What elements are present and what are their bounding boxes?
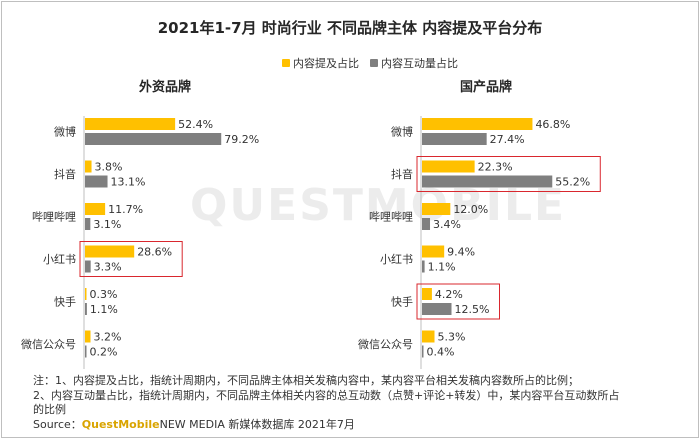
- foreign-value-label-douyin-mention: 3.8%: [95, 161, 123, 174]
- foreign-bar-wechat-interaction: [85, 345, 87, 358]
- foreign-category-label-douyin: 抖音: [54, 167, 76, 181]
- legend-swatch-interaction: [370, 59, 378, 67]
- domestic-value-label-weibo-interaction: 27.4%: [490, 133, 525, 146]
- foreign-category-label-bilibili: 哔哩哔哩: [32, 211, 76, 224]
- domestic-highlight-box-douyin: [416, 156, 601, 192]
- foreign-bar-xiaohongshu-interaction: [85, 260, 91, 273]
- domestic-category-label-weibo: 微博: [391, 125, 413, 139]
- domestic-value-label-douyin-interaction: 55.2%: [555, 176, 590, 189]
- foreign-bar-douyin-interaction: [85, 175, 108, 188]
- domestic-value-label-douyin-mention: 22.3%: [478, 161, 513, 174]
- foreign-value-label-bilibili-mention: 11.7%: [108, 203, 143, 216]
- legend-label-mention: 内容提及占比: [293, 56, 359, 70]
- foreign-bar-xiaohongshu-mention: [85, 245, 135, 258]
- foreign-category-label-weibo: 微博: [54, 125, 76, 139]
- foreign-value-label-kuaishou-interaction: 1.1%: [90, 303, 118, 316]
- foreign-value-label-weibo-interaction: 79.2%: [224, 133, 259, 146]
- foreign-value-label-kuaishou-mention: 0.3%: [90, 288, 118, 301]
- domestic-bar-weibo-interaction: [422, 133, 487, 145]
- domestic-bar-wechat-mention: [422, 330, 435, 343]
- domestic-bar-kuaishou-interaction: [422, 303, 452, 315]
- domestic-value-label-weibo-mention: 46.8%: [535, 118, 570, 131]
- domestic-highlight-box-kuaishou: [416, 283, 500, 320]
- foreign-bar-kuaishou-mention: [85, 288, 87, 300]
- foreign-category-label-wechat: 微信公众号: [21, 337, 76, 351]
- foreign-bar-douyin-mention: [85, 160, 92, 173]
- domestic-value-label-kuaishou-mention: 4.2%: [435, 288, 463, 301]
- source-brand: QuestMobile: [82, 418, 160, 431]
- domestic-bar-weibo-mention: [422, 118, 533, 130]
- domestic-bar-douyin-mention: [422, 160, 475, 173]
- foreign-value-label-wechat-mention: 3.2%: [94, 331, 122, 344]
- domestic-category-label-wechat: 微信公众号: [358, 337, 413, 351]
- foreign-value-label-xiaohongshu-mention: 28.6%: [137, 246, 172, 259]
- foreign-bar-weibo-interaction: [85, 133, 222, 145]
- foreign-value-label-xiaohongshu-interaction: 3.3%: [94, 261, 122, 274]
- foreign-bar-weibo-mention: [85, 118, 176, 130]
- foreign-value-label-douyin-interaction: 13.1%: [111, 176, 146, 189]
- domestic-bar-xiaohongshu-interaction: [422, 260, 425, 273]
- foreign-category-label-xiaohongshu: 小红书: [43, 253, 76, 266]
- domestic-category-label-kuaishou: 快手: [391, 295, 413, 309]
- legend-label-interaction: 内容互动量占比: [381, 56, 458, 70]
- domestic-value-label-bilibili-mention: 12.0%: [453, 203, 488, 216]
- domestic-value-label-wechat-interaction: 0.4%: [427, 346, 455, 359]
- foreign-highlight-box-xiaohongshu: [79, 241, 183, 277]
- domestic-value-label-xiaohongshu-interaction: 1.1%: [428, 261, 456, 274]
- source-prefix: Source：: [33, 418, 82, 431]
- foreign-bar-bilibili-mention: [85, 203, 106, 215]
- footnote-line-2: 2、内容互动量占比，指统计周期内，不同品牌主体相关内容的总互动数（点赞+评论+转…: [33, 388, 619, 402]
- foreign-category-label-kuaishou: 快手: [54, 295, 76, 309]
- domestic-bar-wechat-interaction: [422, 345, 424, 358]
- chart-title: 2021年1-7月 时尚行业 不同品牌主体 内容提及平台分布: [158, 19, 543, 37]
- foreign-value-label-weibo-mention: 52.4%: [178, 118, 213, 131]
- domestic-value-label-xiaohongshu-mention: 9.4%: [447, 246, 475, 259]
- panel-domestic-brands: 微博 46.8% 27.4% 抖音 22.3% 55.2% 哔哩哔哩 12.0% 3.4% 小红书…: [358, 116, 601, 369]
- foreign-bar-bilibili-interaction: [85, 218, 91, 230]
- legend: 内容提及占比 内容互动量占比: [282, 56, 458, 70]
- domestic-bar-douyin-interaction: [422, 175, 553, 188]
- domestic-value-label-wechat-mention: 5.3%: [438, 331, 466, 344]
- domestic-bar-bilibili-mention: [422, 203, 451, 215]
- footnotes: 注：1、内容提及占比，指统计周期内，不同品牌主体相关发稿内容中，某内容平台相关发…: [33, 373, 619, 431]
- panel-title-foreign: 外资品牌: [138, 79, 191, 95]
- domestic-value-label-kuaishou-interaction: 12.5%: [455, 303, 490, 316]
- domestic-bar-xiaohongshu-mention: [422, 245, 445, 258]
- foreign-value-label-bilibili-interaction: 3.1%: [93, 218, 121, 231]
- foreign-value-label-wechat-interaction: 0.2%: [90, 346, 118, 359]
- domestic-category-label-xiaohongshu: 小红书: [380, 253, 413, 266]
- foreign-bar-kuaishou-interaction: [85, 303, 87, 315]
- watermark: QUESTMOBILE: [190, 180, 566, 231]
- domestic-bar-bilibili-interaction: [422, 218, 431, 230]
- domestic-value-label-bilibili-interaction: 3.4%: [433, 218, 461, 231]
- domestic-bar-kuaishou-mention: [422, 288, 432, 300]
- foreign-bar-wechat-mention: [85, 330, 91, 343]
- source-line: Source：QuestMobileNEW MEDIA 新媒体数据库 2021年…: [33, 417, 355, 431]
- footnote-line-1: 注：1、内容提及占比，指统计周期内，不同品牌主体相关发稿内容中，某内容平台相关发…: [33, 373, 579, 387]
- footnote-line-3: 的比例: [33, 402, 66, 416]
- legend-swatch-mention: [282, 59, 290, 67]
- source-rest: NEW MEDIA 新媒体数据库 2021年7月: [160, 417, 355, 431]
- panel-foreign-brands: 微博 52.4% 79.2% 抖音 3.8% 13.1% 哔哩哔哩 11.7% 3.1% 小红书 2…: [21, 116, 259, 369]
- panel-title-domestic: 国产品牌: [460, 79, 512, 95]
- domestic-category-label-douyin: 抖音: [391, 167, 413, 181]
- domestic-category-label-bilibili: 哔哩哔哩: [369, 211, 413, 224]
